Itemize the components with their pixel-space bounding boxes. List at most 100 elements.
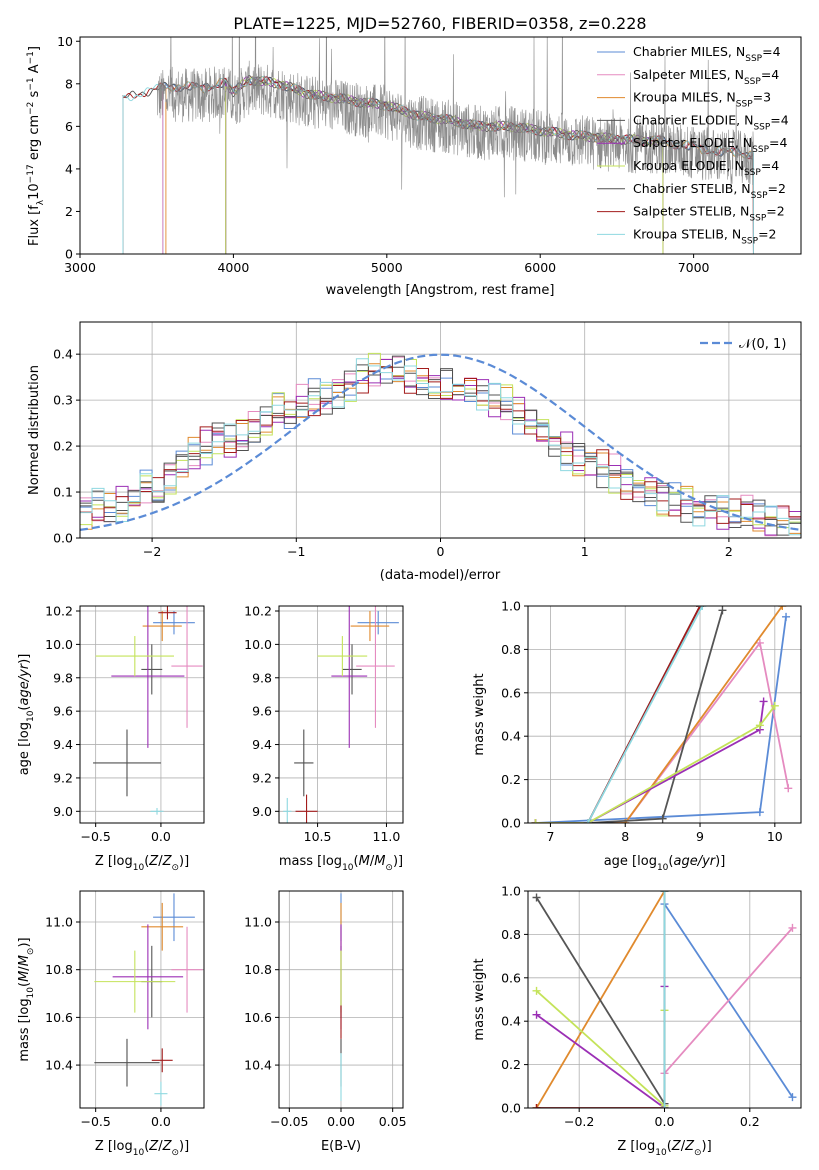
series-kroupa-elodie — [532, 986, 669, 1108]
grid — [528, 605, 801, 824]
residuals-panel: −2 −1 0 1 2 0.0 0.1 0.2 0.3 0.4 (data-model)/error… — [27, 321, 802, 583]
y-tick-label: 10.4 — [45, 1058, 73, 1073]
label-part: / — [17, 966, 32, 971]
y-tick-label: 9.8 — [252, 670, 272, 685]
series-line — [535, 990, 666, 1108]
errorbar-salpeter-miles — [356, 606, 395, 728]
x-tick-label: 3000 — [64, 260, 96, 275]
y-tick-label: 10.4 — [244, 1058, 272, 1073]
y-tick-label: 0.2 — [501, 1057, 521, 1072]
legend-entry: 𝒩(0, 1) — [739, 337, 786, 352]
legend-entry: Chabrier MILES, NSSP=4 — [633, 44, 781, 64]
errorbar-salpeter-miles — [171, 926, 203, 1013]
label-part: −1 — [26, 51, 36, 64]
label-part: Salpeter MILES, N — [633, 67, 744, 82]
label-part: age/yr — [17, 662, 32, 705]
plot-area — [532, 891, 797, 1108]
label-part: Chabrier STELIB, N — [633, 181, 751, 196]
point-marker — [660, 891, 669, 895]
figure-title: PLATE=1225, MJD=52760, FIBERID=0358, z=0… — [233, 14, 646, 33]
y-tick-label: 10.0 — [45, 637, 73, 652]
label-part: Chabrier MILES, N — [633, 44, 745, 59]
gaussian-curve — [80, 353, 801, 531]
label-part: A — [27, 64, 42, 77]
point-marker — [718, 606, 727, 615]
label-part: 10 — [655, 1148, 667, 1158]
series-kroupa-miles — [531, 606, 787, 823]
spectrum-panel: 3000 4000 5000 6000 7000 0 2 4 6 8 10 wavelength [A… — [26, 34, 802, 298]
label-part: Flux [f — [27, 205, 42, 246]
axes-frame — [527, 605, 802, 824]
label-part: 10 — [133, 1148, 145, 1158]
y-tick-label: 9.8 — [53, 670, 73, 685]
point-marker — [658, 814, 667, 823]
point-marker — [532, 1010, 541, 1019]
x-axis-label: (data-model)/error — [380, 568, 501, 583]
label-part: Z — [671, 1139, 682, 1154]
y-tick-label: 2 — [65, 204, 73, 219]
label-part: =2 — [768, 181, 786, 196]
point-marker — [531, 819, 540, 823]
legend-entry: Chabrier STELIB, NSSP=2 — [633, 181, 786, 201]
label-part: =4 — [761, 158, 779, 173]
errorbar-salpeter-stelib — [158, 606, 177, 620]
x-tick-label: −0.2 — [564, 1114, 594, 1129]
label-part: SSP — [736, 100, 753, 110]
grid — [279, 606, 403, 823]
label-part: )] — [17, 654, 32, 664]
label-part: E(B-V) — [321, 1139, 361, 1154]
label-part: age [log — [604, 854, 657, 869]
label-part: SSP — [744, 168, 761, 178]
errorbar-salpeter-elodie — [331, 606, 368, 748]
y-axis-label: age [log10(age/yr)] — [17, 654, 36, 776]
point-marker — [532, 986, 541, 995]
label-part: 10 — [342, 863, 354, 873]
label-part: ⊙ — [171, 863, 179, 873]
y-tick-label: 0.0 — [501, 1101, 521, 1116]
y-tick-label: 10.6 — [45, 1010, 73, 1025]
y-tick-label: 10.2 — [45, 604, 73, 619]
label-part: =2 — [766, 204, 784, 219]
mass-vs-metallicity-panel: −0.5 0.010.410.610.811.0Z [log10(Z/Z⊙)]ma… — [17, 890, 205, 1158]
errorbar-chabrier-stelib — [94, 1038, 160, 1087]
label-part: ( — [17, 706, 32, 711]
series-line — [663, 927, 794, 1074]
y-tick-label: 1.0 — [501, 599, 521, 614]
label-part: SSP — [745, 54, 762, 64]
label-part: )] — [179, 854, 189, 869]
label-part: =4 — [769, 135, 787, 150]
label-part: ] — [27, 46, 42, 51]
x-tick-label: 0.0 — [655, 1114, 675, 1129]
plot-area — [80, 352, 801, 537]
errorbar-kroupa-elodie — [95, 636, 174, 677]
y-tick-label: 9.6 — [252, 704, 272, 719]
series-line — [535, 616, 787, 823]
label-part: age [log — [17, 722, 32, 775]
legend-entry: Kroupa MILES, NSSP=3 — [633, 90, 771, 110]
y-tick-label: 10.6 — [244, 1010, 272, 1025]
label-part: λ — [36, 199, 46, 205]
errorbar-kroupa-miles — [142, 611, 182, 642]
label-part: ( — [668, 854, 673, 869]
data-spectrum — [156, 37, 754, 198]
label-part: erg cm — [27, 115, 42, 164]
x-tick-label: −0.05 — [270, 1114, 308, 1129]
x-axis-label: Z [log10(Z/Z⊙)] — [95, 1139, 189, 1158]
label-part: age/yr — [673, 854, 716, 869]
series-kroupa-stelib — [660, 891, 669, 1108]
legend-entry: Kroupa STELIB, NSSP=2 — [633, 226, 777, 246]
legend-entry: Chabrier ELODIE, NSSP=4 — [633, 112, 789, 132]
x-tick-label: 7000 — [678, 260, 710, 275]
x-tick-label: 9 — [696, 829, 704, 844]
x-tick-label: 0.0 — [151, 829, 171, 844]
y-tick-label: 0.6 — [501, 685, 521, 700]
errorbar-kroupa-elodie — [317, 636, 368, 677]
x-tick-label: 10.5 — [304, 829, 332, 844]
legend-entry: Salpeter ELODIE, NSSP=4 — [633, 135, 788, 155]
axes-frame — [79, 890, 205, 1109]
plot-area — [122, 37, 754, 254]
label-part: Z [log — [617, 1139, 655, 1154]
x-tick-label: 0 — [437, 544, 445, 559]
y-tick-label: 0.2 — [501, 772, 521, 787]
